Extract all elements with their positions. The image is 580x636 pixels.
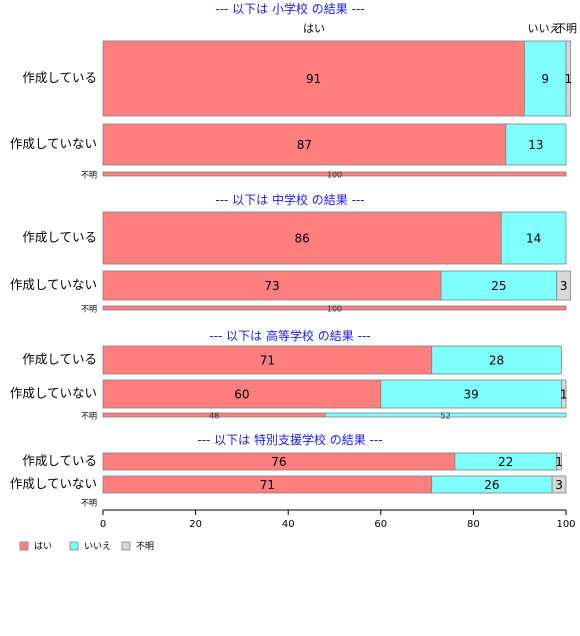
data-label: 25 (491, 279, 506, 293)
data-label: 1 (555, 455, 563, 469)
row-label: 不明 (81, 412, 97, 421)
bar-segment-はい (102, 171, 567, 177)
category-header-不明: 不明 (555, 22, 577, 35)
data-label: 26 (484, 478, 499, 492)
group-title-2: --- 以下は 高等学校 の結果 --- (209, 328, 370, 343)
x-tick-label: 0 (100, 519, 106, 530)
x-tick-label: 60 (374, 519, 387, 530)
data-label: 1 (564, 72, 572, 86)
row-label: 不明 (81, 171, 97, 180)
data-label: 73 (264, 279, 279, 293)
row-label: 作成している (22, 70, 97, 85)
bar-segment-いいえ (324, 412, 567, 418)
legend-swatch-いいえ (69, 541, 79, 551)
bar-segment-はい (102, 270, 442, 301)
bar-segment-いいえ (431, 345, 562, 375)
legend-label-はい: はい (34, 541, 52, 552)
bar-segment-不明 (556, 270, 572, 301)
data-label: 13 (528, 138, 543, 152)
data-label: 1 (560, 388, 568, 402)
row-label: 作成している (22, 453, 97, 468)
category-header-いいえ: いいえ (528, 22, 561, 35)
legend-swatch-不明 (121, 541, 131, 551)
data-label: 60 (234, 388, 249, 402)
bar-segment-はい (102, 305, 567, 311)
row-label: 作成している (22, 230, 97, 245)
data-label: 100 (327, 305, 342, 314)
legend-label-いいえ: いいえ (84, 541, 111, 552)
category-header-はい: はい (303, 22, 325, 35)
bar-segment-不明 (551, 475, 567, 494)
data-label: 91 (306, 72, 321, 86)
data-label: 76 (271, 455, 286, 469)
bar-segment-不明 (560, 379, 567, 409)
row-label: 不明 (81, 499, 97, 508)
data-label: 14 (526, 232, 541, 246)
data-label: 3 (555, 478, 563, 492)
x-tick-label: 100 (556, 519, 575, 530)
bar-segment-はい (102, 123, 507, 166)
legend-swatch-はい (19, 541, 29, 551)
bar-segment-いいえ (380, 379, 562, 409)
row-label: 不明 (81, 305, 97, 314)
row-label: 作成していない (10, 476, 97, 491)
bar-segment-不明 (565, 40, 572, 117)
bar-segment-はい (102, 211, 502, 265)
x-tick-label: 40 (282, 519, 295, 530)
bar-segment-不明 (556, 452, 562, 471)
data-label: 39 (463, 388, 478, 402)
data-label: 9 (541, 72, 549, 86)
data-label: 3 (560, 279, 568, 293)
x-tick-label: 20 (189, 519, 202, 530)
group-title-3: --- 以下は 特別支援学校 の結果 --- (197, 432, 382, 447)
legend-label-不明: 不明 (136, 541, 154, 552)
bar-segment-いいえ (500, 211, 567, 265)
row-label: 作成していない (10, 386, 97, 401)
x-tick-label: 80 (467, 519, 480, 530)
bar-segment-いいえ (523, 40, 567, 117)
group-title-0: --- 以下は 小学校 の結果 --- (215, 1, 364, 16)
data-label: 87 (297, 138, 312, 152)
row-label: 作成していない (10, 277, 97, 292)
row-label: 作成している (22, 352, 97, 367)
bar-segment-はい (102, 379, 382, 409)
data-label: 52 (441, 412, 451, 421)
data-label: 48 (209, 412, 219, 421)
data-label: 22 (498, 455, 513, 469)
data-label: 28 (489, 354, 504, 368)
data-label: 71 (260, 354, 275, 368)
row-label: 作成していない (10, 136, 97, 151)
data-label: 100 (327, 171, 342, 180)
data-label: 86 (294, 232, 309, 246)
group-title-1: --- 以下は 中学校 の結果 --- (215, 192, 364, 207)
bar-segment-はい (102, 345, 433, 375)
bar-segment-いいえ (505, 123, 567, 166)
data-label: 71 (260, 478, 275, 492)
